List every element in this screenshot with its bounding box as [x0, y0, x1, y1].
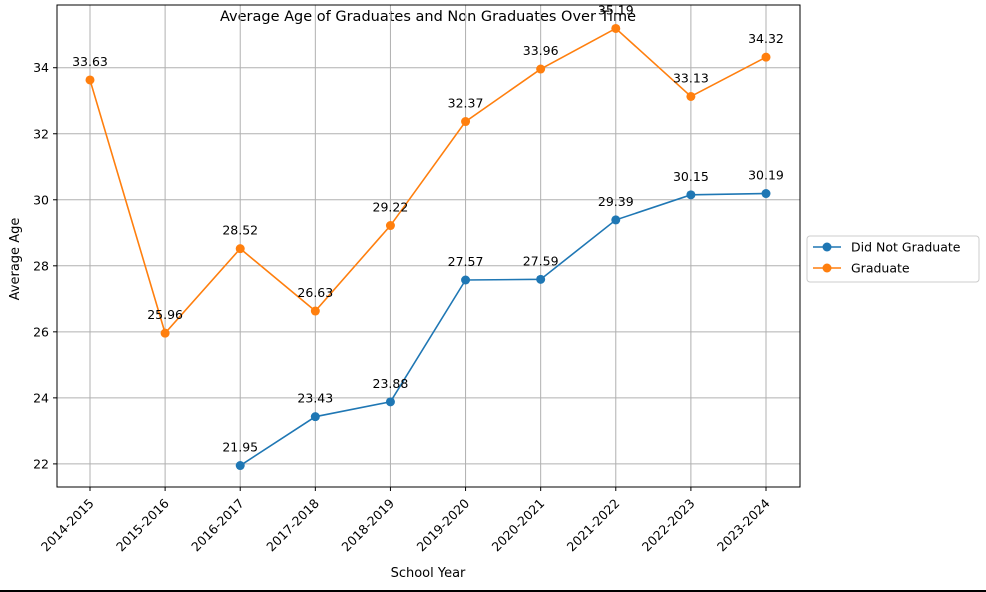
- legend-box: [806, 235, 980, 283]
- x-tick-label: 2019-2020: [413, 496, 472, 555]
- data-point: [385, 221, 395, 231]
- data-label: 32.37: [448, 96, 484, 111]
- data-point: [536, 274, 546, 284]
- chart-title: Average Age of Graduates and Non Graduat…: [220, 9, 636, 25]
- x-tick-label: 2018-2019: [338, 496, 397, 555]
- data-label: 21.95: [222, 440, 258, 455]
- data-point: [536, 64, 546, 74]
- y-tick-label: 26: [33, 324, 49, 339]
- legend: Did Not Graduate Graduate: [806, 235, 980, 283]
- x-tick-label: 2022-2023: [639, 496, 698, 555]
- legend-swatch-marker: [822, 242, 832, 252]
- data-label: 27.59: [523, 253, 559, 268]
- y-tick-label: 28: [33, 258, 49, 273]
- plot-frame: [56, 4, 801, 488]
- data-point: [310, 306, 320, 316]
- data-point: [385, 397, 395, 407]
- x-tick-label: 2017-2018: [263, 496, 322, 555]
- data-point: [461, 275, 471, 285]
- data-label: 30.15: [673, 169, 709, 184]
- data-label: 30.19: [748, 168, 784, 183]
- data-point: [85, 75, 95, 85]
- data-label: 28.52: [222, 223, 258, 238]
- data-label: 23.88: [373, 376, 409, 391]
- data-point: [160, 328, 170, 338]
- data-labels: 21.95 23.43 23.88 27.57 27.59 29.39 30.15 30.19…: [72, 2, 784, 454]
- data-point: [686, 91, 696, 101]
- data-label: 35.19: [598, 2, 634, 17]
- legend-swatch-marker: [822, 263, 832, 273]
- data-label: 29.39: [598, 194, 634, 209]
- data-point: [235, 461, 245, 471]
- y-axis-label: Average Age: [8, 218, 23, 301]
- data-point: [461, 117, 471, 127]
- y-tick-label: 30: [33, 192, 49, 207]
- data-label: 25.96: [147, 307, 183, 322]
- data-label: 23.43: [297, 391, 333, 406]
- y-tick-label: 32: [33, 126, 49, 141]
- legend-entry: Did Not Graduate: [851, 240, 961, 255]
- data-label: 33.96: [523, 43, 559, 58]
- x-axis-ticks: 2014-2015 2015-2016 2016-2017 2017-2018 2018…: [38, 487, 773, 554]
- x-tick-label: 2016-2017: [188, 496, 247, 555]
- legend-entry: Graduate: [851, 261, 910, 276]
- data-point: [761, 189, 771, 199]
- data-point: [611, 23, 621, 33]
- data-label: 34.32: [748, 31, 784, 46]
- grid-lines: [57, 5, 800, 487]
- x-tick-label: 2021-2022: [564, 496, 623, 555]
- data-label: 27.57: [448, 254, 484, 269]
- data-point: [761, 52, 771, 62]
- data-point: [686, 190, 696, 200]
- data-point: [310, 412, 320, 422]
- x-tick-label: 2014-2015: [38, 496, 97, 555]
- data-point: [611, 215, 621, 225]
- y-tick-label: 24: [33, 390, 49, 405]
- x-tick-label: 2015-2016: [113, 496, 172, 555]
- x-tick-label: 2023-2024: [714, 496, 773, 555]
- x-axis-label: School Year: [391, 566, 466, 581]
- bottom-border: [0, 590, 986, 592]
- data-label: 33.13: [673, 70, 709, 85]
- y-tick-label: 34: [33, 60, 49, 75]
- data-label: 26.63: [297, 285, 333, 300]
- series-line-1: [89, 27, 767, 335]
- data-point: [235, 244, 245, 254]
- x-tick-label: 2020-2021: [489, 496, 548, 555]
- data-label: 33.63: [72, 54, 108, 69]
- y-tick-label: 22: [33, 456, 49, 471]
- y-axis-ticks: 22 24 26 28 30 32 34: [33, 60, 57, 471]
- series-layer: [85, 23, 771, 471]
- series-line-0: [239, 192, 767, 467]
- data-label: 29.22: [373, 200, 409, 215]
